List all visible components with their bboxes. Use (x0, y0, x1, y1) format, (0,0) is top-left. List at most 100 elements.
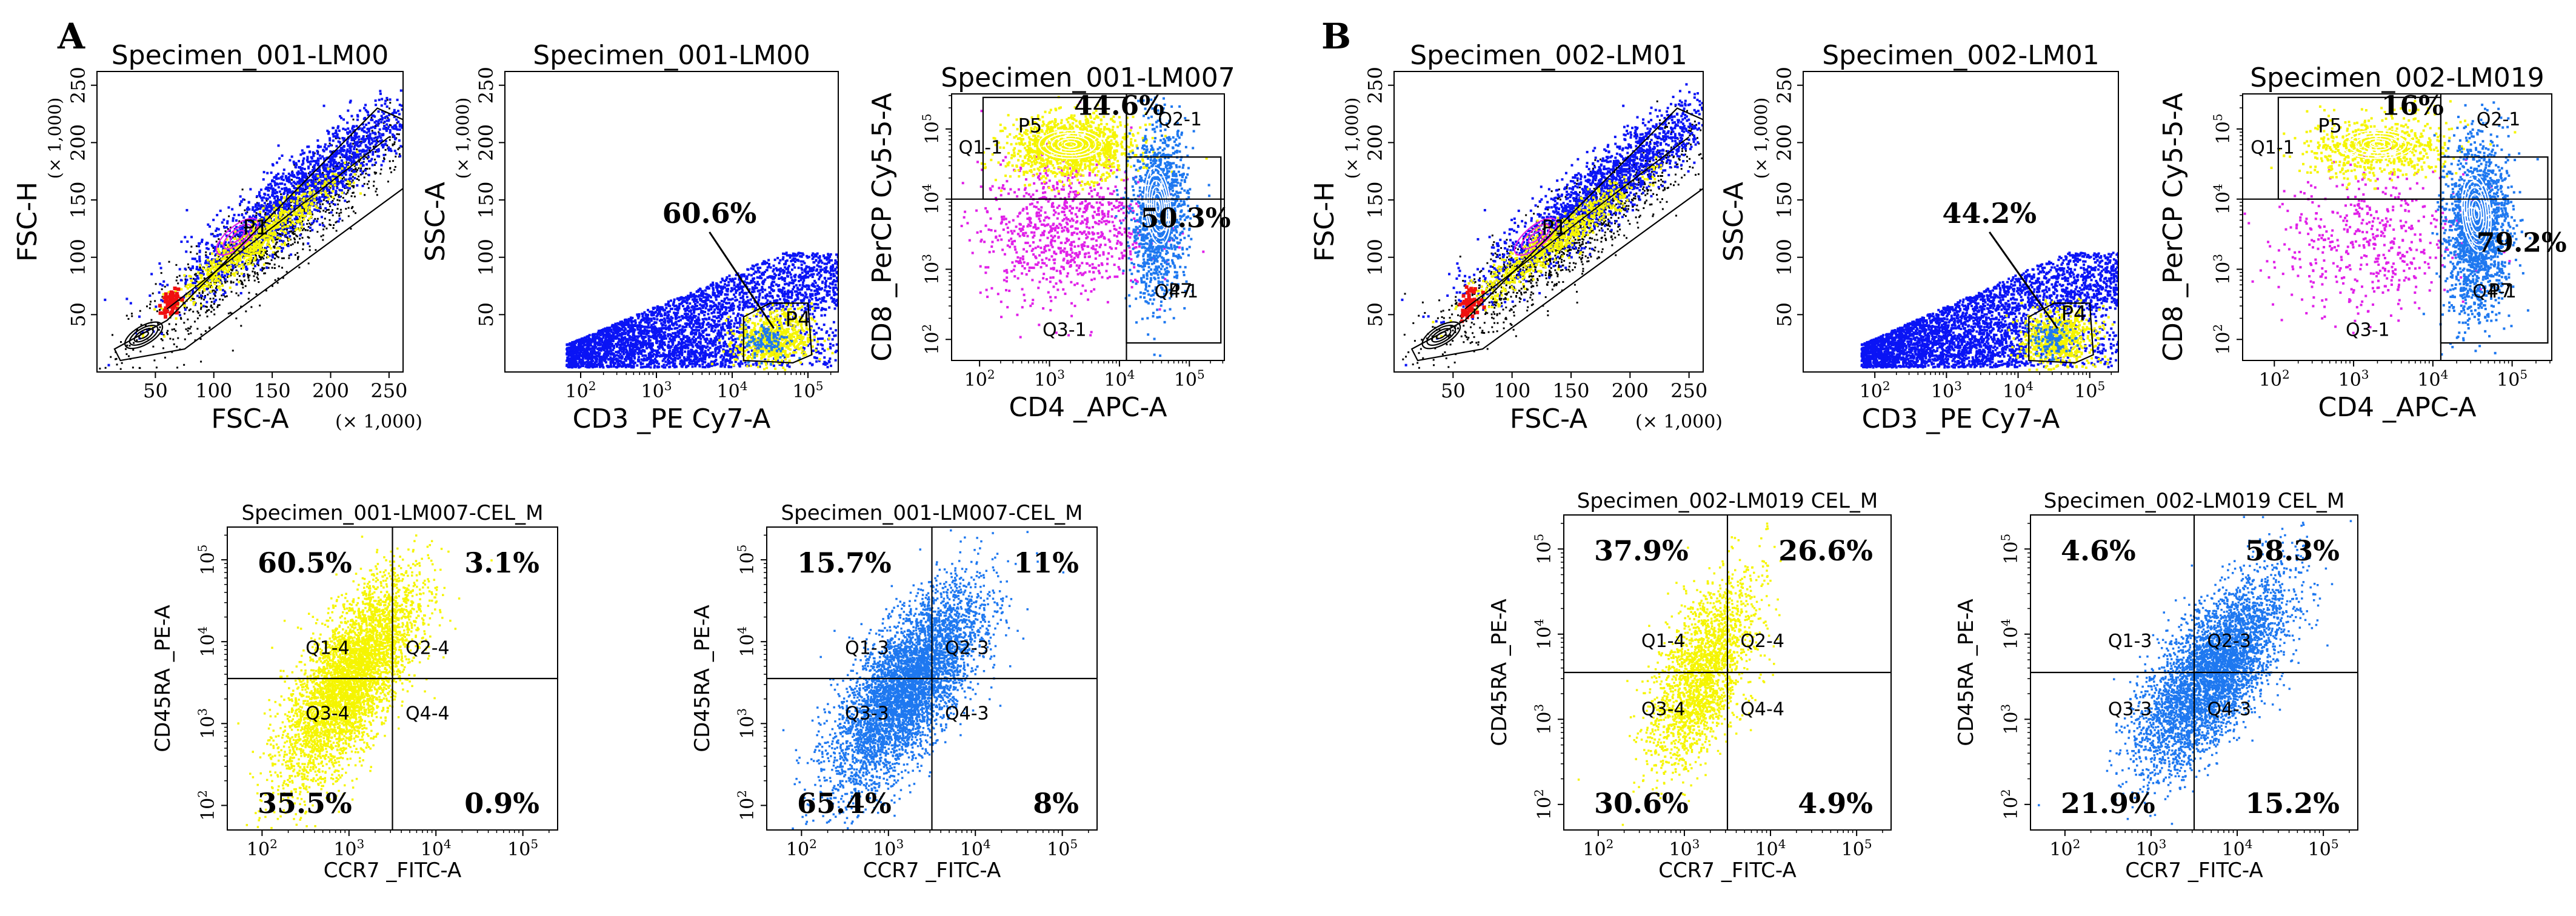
quadrant-label: Q2-4 (1740, 631, 1784, 652)
x-tick-label: 102 (786, 837, 817, 860)
contour-p5 (2341, 130, 2414, 159)
x-tick-label: 200 (312, 379, 349, 402)
x-tick-label: 105 (2074, 379, 2105, 402)
quadrant-label: Q1-1 (2251, 137, 2295, 158)
x-tick-label: 104 (2222, 837, 2253, 860)
x-tick-label: 104 (2003, 379, 2034, 402)
y-tick-label: 105 (195, 545, 219, 576)
quadrant-percent-q2: 58.3% (2245, 534, 2340, 567)
plot-frame (766, 526, 1098, 831)
x-tick-label: 105 (793, 379, 824, 402)
scatter-core (2023, 319, 2079, 362)
plot-body (99, 89, 403, 370)
y-axis-label: CD45RA _PE-A (1487, 599, 1512, 746)
quadrant-label: Q4-3 (2207, 699, 2251, 720)
y-tick-label: 50 (1364, 302, 1387, 327)
contour-magenta (1513, 217, 1558, 256)
plot-body (2243, 94, 2552, 360)
y-axis-unit: (× 1,000) (1751, 98, 1771, 179)
y-tick-label: 104 (2211, 184, 2234, 214)
quadrant-label: Q4-3 (945, 703, 989, 725)
quadrant-label: Q4-4 (1740, 699, 1784, 720)
plot-frame (1803, 71, 2119, 373)
x-tick-label: 105 (1841, 837, 1872, 860)
x-tick-label: 102 (247, 837, 278, 860)
x-tick-label: 103 (333, 837, 364, 860)
gate-axis-line (1464, 136, 1690, 310)
plot-body (952, 94, 1224, 360)
y-tick-label: 102 (1532, 789, 1555, 820)
x-tick-label: 104 (421, 837, 452, 860)
annotation-arrow (1989, 231, 2058, 329)
y-tick-label: 50 (1773, 302, 1796, 327)
y-tick-label: 103 (2211, 254, 2234, 285)
x-tick-label: 104 (2417, 367, 2448, 391)
y-tick-label: 105 (1532, 534, 1555, 565)
quadrant-label: Q3-3 (845, 703, 889, 725)
gate-label: P4 (786, 307, 811, 331)
plot-frame (1563, 514, 1892, 831)
x-tick-label: 105 (2497, 367, 2528, 391)
y-tick-label: 100 (1773, 239, 1796, 276)
x-tick-label: 105 (1174, 367, 1205, 391)
y-axis-unit: (× 1,000) (453, 98, 473, 179)
y-axis-label: CD45RA _PE-A (690, 605, 715, 752)
scatter-cells (237, 534, 493, 829)
gate-label: P5 (1018, 114, 1043, 138)
quadrant-label: Q4-4 (405, 703, 450, 725)
plot-body (1564, 515, 1891, 830)
plot-b3: Q1-1 Q2-1 Q3-1 Q4-1 P5 P7 16% 79.2% Specimen_002… (2158, 62, 2567, 423)
x-axis-label: CCR7 _FITC-A (324, 858, 461, 883)
x-tick-label: 200 (1612, 379, 1649, 402)
y-axis-label: SSC-A (420, 182, 451, 262)
quadrant-percent-q1: 60.5% (258, 546, 352, 579)
x-axis-label: FSC-A (211, 403, 289, 434)
y-axis-label: CD8 _PerCP Cy5-5-A (867, 93, 898, 362)
scatter-red (158, 286, 184, 319)
y-tick-label: 102 (2211, 324, 2234, 355)
plot-b1: P1 Specimen_002-LM01 50 100 150 200 250 50 100 15… (1309, 40, 1723, 434)
x-tick-label: 250 (1670, 379, 1707, 402)
x-tick-label: 250 (370, 379, 407, 402)
quadrant-percent-q1: 15.7% (797, 546, 892, 579)
annotation-arrow (709, 231, 775, 329)
x-tick-label: 105 (507, 837, 538, 860)
plot-body (1401, 83, 1703, 369)
x-tick-label: 100 (1493, 379, 1530, 402)
plot-title: Specimen_002-LM01 (1410, 40, 1687, 71)
gate-label: P1 (243, 216, 269, 240)
plot-title: Specimen_001-LM00 (533, 40, 810, 71)
y-tick-label: 200 (475, 124, 498, 161)
y-tick-label: 103 (919, 254, 943, 285)
y-tick-label: 150 (1364, 181, 1387, 218)
quadrant-percent-q1: 37.9% (1594, 534, 1689, 567)
quadrant-label: Q1-3 (845, 637, 889, 659)
y-tick-label: 104 (195, 626, 219, 657)
y-axis-label: CD45RA _PE-A (151, 605, 175, 752)
x-tick-label: 103 (873, 837, 904, 860)
plot-body (2030, 515, 2358, 830)
y-axis-label: CD8 _PerCP Cy5-5-A (2158, 93, 2189, 362)
y-axis-unit: (× 1,000) (1342, 98, 1362, 179)
gate-p5 (982, 96, 1127, 200)
x-tick-label: 105 (2308, 837, 2339, 860)
x-tick-label: 104 (960, 837, 991, 860)
y-tick-label: 250 (1364, 67, 1387, 104)
gate-p1 (1410, 107, 1703, 362)
plot-body (227, 527, 558, 830)
y-tick-label: 250 (67, 67, 90, 104)
y-tick-label: 104 (919, 184, 943, 214)
quadrant-label: Q3-1 (2346, 319, 2390, 340)
x-tick-label: 102 (566, 379, 596, 402)
y-axis-label: FSC-H (12, 182, 43, 262)
x-tick-label: 103 (641, 379, 672, 402)
quadrant-percent-q2: 11% (1013, 546, 1079, 579)
y-tick-label: 200 (67, 124, 90, 161)
percent-annotation: 16% (2381, 91, 2444, 122)
quadrant-label: Q1-3 (2108, 631, 2152, 652)
y-tick-label: 104 (735, 626, 758, 657)
plot-body (566, 251, 838, 371)
quadrant-label: Q1-1 (959, 137, 1003, 158)
gate-p1 (113, 107, 403, 362)
y-axis-label: CD45RA _PE-A (1954, 599, 1978, 746)
